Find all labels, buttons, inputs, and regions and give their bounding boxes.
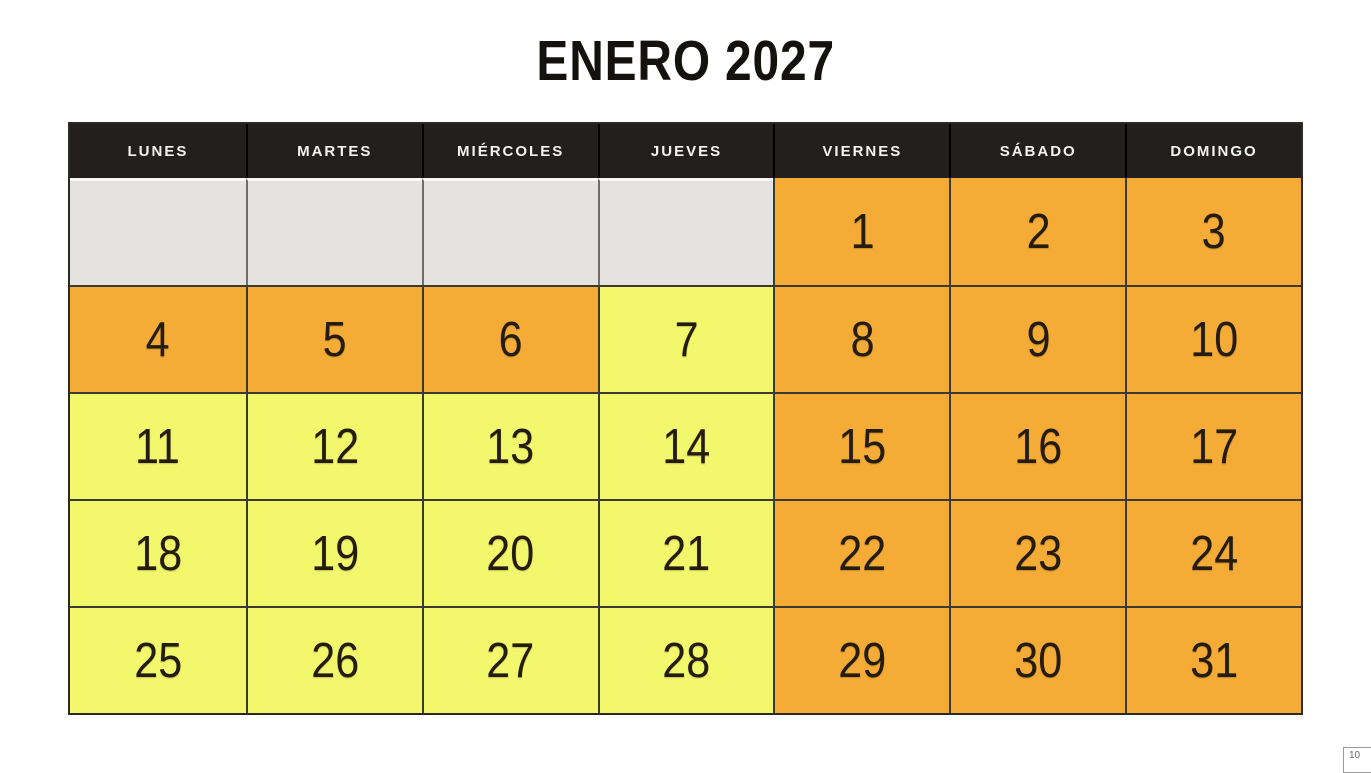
calendar-empty-cell — [421, 178, 598, 285]
calendar-day-cell: 19 — [245, 499, 422, 606]
calendar-day-cell: 11 — [70, 392, 246, 499]
day-number: 11 — [135, 419, 181, 474]
calendar-day-cell: 8 — [773, 285, 950, 392]
calendar-day-cell: 12 — [245, 392, 422, 499]
day-number: 19 — [310, 526, 359, 581]
day-number: 1 — [850, 204, 875, 259]
day-number: 28 — [662, 633, 711, 688]
weekday-header-miercoles: MIÉRCOLES — [421, 124, 598, 178]
calendar-table: LUNES MARTES MIÉRCOLES JUEVES VIERNES SÁ… — [68, 122, 1303, 715]
calendar-day-cell: 31 — [1125, 606, 1301, 713]
weekday-header-viernes: VIERNES — [773, 124, 949, 178]
calendar-day-cell: 20 — [421, 499, 598, 606]
calendar-day-cell: 3 — [1125, 178, 1301, 285]
calendar-day-cell: 7 — [597, 285, 774, 392]
day-number: 3 — [1202, 204, 1227, 259]
calendar-day-cell: 14 — [597, 392, 774, 499]
day-number: 27 — [486, 633, 535, 688]
calendar-day-cell: 18 — [70, 499, 246, 606]
calendar-day-cell: 29 — [773, 606, 950, 713]
calendar-day-cell: 27 — [421, 606, 598, 713]
calendar-day-cell: 10 — [1125, 285, 1301, 392]
page-title-text: ENERO 2027 — [536, 29, 835, 93]
calendar-day-cell: 25 — [70, 606, 246, 713]
calendar-day-cell: 30 — [949, 606, 1126, 713]
calendar-day-cell: 5 — [245, 285, 422, 392]
day-number: 5 — [322, 312, 347, 367]
calendar-day-cell: 24 — [1125, 499, 1301, 606]
calendar-day-cell: 26 — [245, 606, 422, 713]
calendar-day-cell: 1 — [773, 178, 950, 285]
day-number: 31 — [1190, 633, 1239, 688]
day-number: 4 — [145, 312, 170, 367]
day-number: 16 — [1014, 419, 1063, 474]
corner-page-indicator: 10 — [1343, 747, 1371, 773]
day-number: 24 — [1190, 526, 1239, 581]
calendar-day-cell: 21 — [597, 499, 774, 606]
day-number: 7 — [674, 312, 699, 367]
page-title: ENERO 2027 — [68, 28, 1303, 94]
calendar-day-cell: 22 — [773, 499, 950, 606]
day-number: 30 — [1014, 633, 1063, 688]
day-number: 20 — [486, 526, 535, 581]
calendar-empty-cell — [70, 178, 246, 285]
day-number: 2 — [1026, 204, 1051, 259]
day-number: 26 — [310, 633, 359, 688]
calendar-day-cell: 13 — [421, 392, 598, 499]
weekday-header-martes: MARTES — [245, 124, 422, 178]
day-number: 9 — [1026, 312, 1051, 367]
calendar-day-cell: 17 — [1125, 392, 1301, 499]
day-number: 22 — [838, 526, 887, 581]
weekday-header-domingo: DOMINGO — [1125, 124, 1301, 178]
calendar-day-cell: 9 — [949, 285, 1126, 392]
day-number: 18 — [133, 526, 182, 581]
day-number: 8 — [850, 312, 875, 367]
calendar-body: 1 2 3 4 5 6 7 8 9 10 11 12 13 14 15 16 1… — [70, 178, 1301, 713]
corner-page-indicator-text: 10 — [1349, 750, 1361, 761]
day-number: 10 — [1190, 312, 1239, 367]
day-number: 29 — [838, 633, 887, 688]
day-number: 21 — [662, 526, 711, 581]
calendar-day-cell: 6 — [421, 285, 598, 392]
weekday-header-sabado: SÁBADO — [949, 124, 1125, 178]
day-number: 15 — [838, 419, 887, 474]
calendar-day-cell: 16 — [949, 392, 1126, 499]
day-number: 14 — [662, 419, 711, 474]
day-number: 25 — [133, 633, 182, 688]
calendar-day-cell: 15 — [773, 392, 950, 499]
weekday-header-lunes: LUNES — [127, 142, 189, 160]
day-number: 23 — [1014, 526, 1063, 581]
calendar-empty-cell — [597, 178, 774, 285]
weekday-header-row: LUNES MARTES MIÉRCOLES JUEVES VIERNES SÁ… — [70, 124, 1301, 178]
weekday-header-jueves: JUEVES — [597, 124, 774, 178]
calendar-day-cell: 28 — [597, 606, 774, 713]
calendar-empty-cell — [245, 178, 422, 285]
day-number: 17 — [1190, 419, 1239, 474]
calendar-day-cell: 4 — [70, 285, 246, 392]
calendar-day-cell: 2 — [949, 178, 1126, 285]
day-number: 6 — [498, 312, 523, 367]
day-number: 12 — [310, 419, 359, 474]
calendar-day-cell: 23 — [949, 499, 1126, 606]
day-number: 13 — [486, 419, 535, 474]
